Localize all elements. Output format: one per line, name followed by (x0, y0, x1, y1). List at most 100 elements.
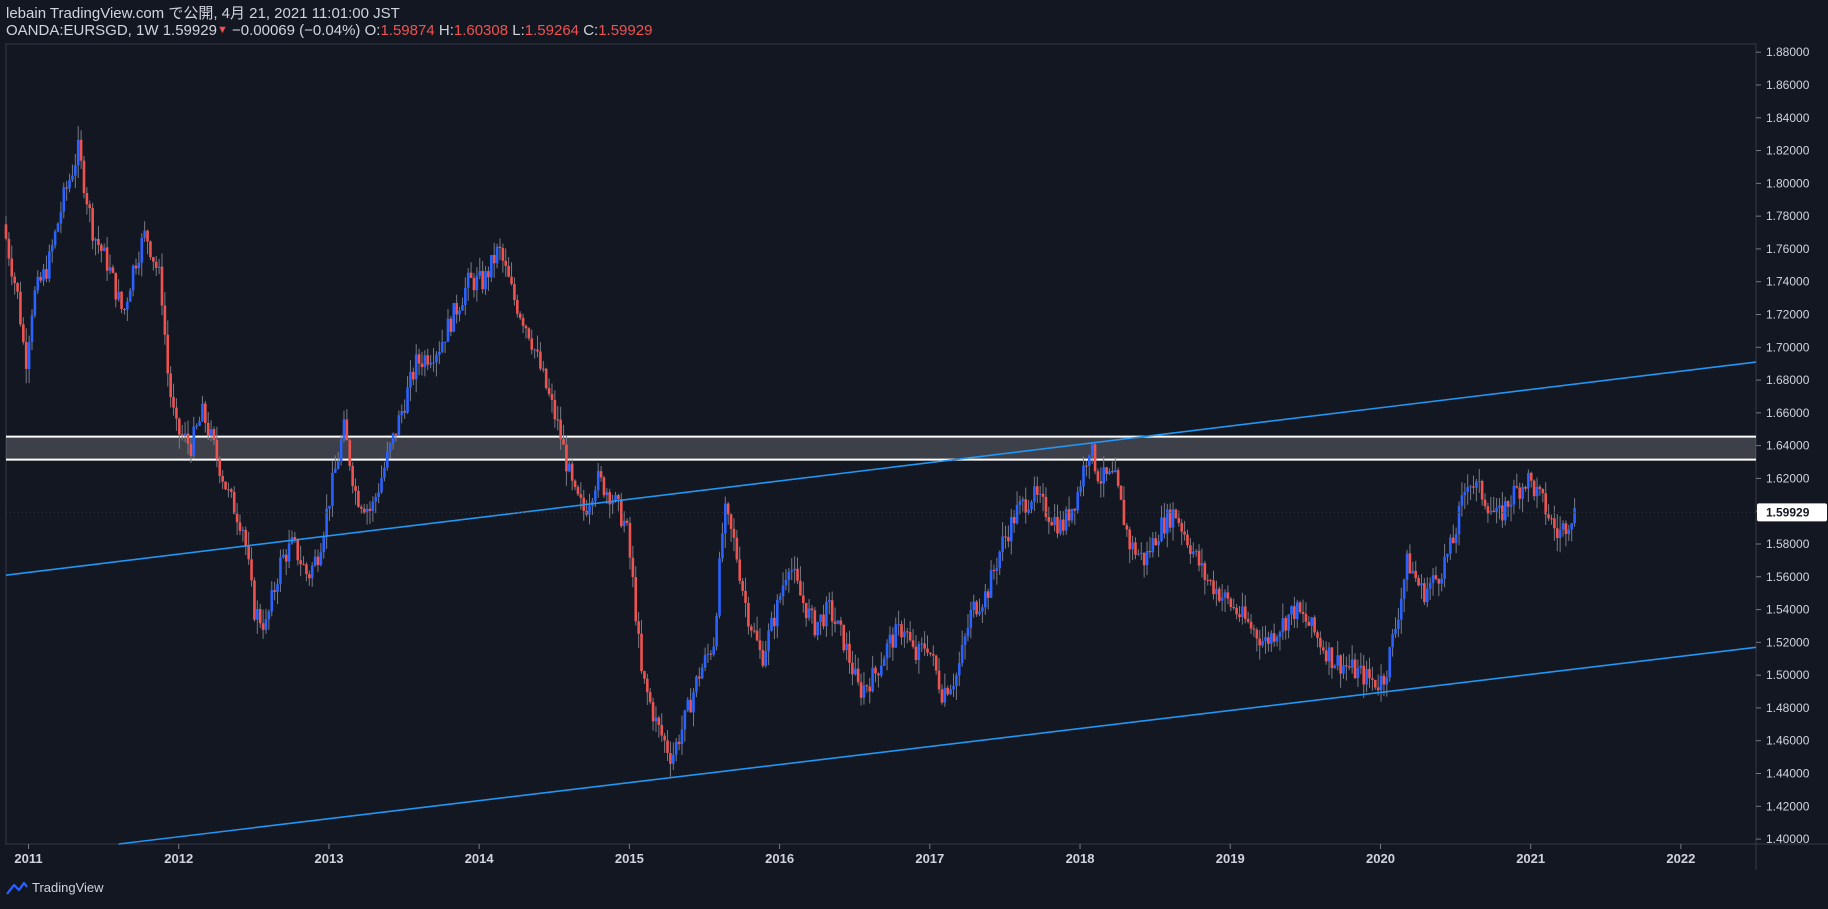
candle-down (929, 652, 932, 655)
candle-up (1512, 486, 1516, 505)
candle-up (1535, 486, 1539, 497)
candle-up (700, 667, 704, 679)
candle-down (1061, 519, 1065, 531)
candle-down (403, 411, 406, 413)
candle-down (625, 520, 629, 523)
candle-up (1310, 617, 1314, 626)
candle-up (429, 362, 432, 365)
candle-up (1411, 570, 1415, 574)
candle-up (391, 433, 395, 444)
candle-down (7, 238, 11, 259)
candle-up (695, 676, 698, 693)
high-value: 1.60308 (453, 22, 509, 39)
candle-up (778, 596, 782, 600)
candle-up (1281, 617, 1285, 633)
candle-up (319, 552, 323, 566)
candle-up (969, 610, 973, 628)
candle-up (1287, 614, 1290, 631)
candle-up (1160, 517, 1163, 541)
candle-down (851, 662, 854, 675)
candle-down (1555, 528, 1559, 539)
candle-up (764, 651, 768, 666)
candle-down (212, 429, 216, 440)
candle-up (568, 463, 571, 472)
candle-up (836, 620, 840, 624)
candle-up (1394, 628, 1397, 635)
candle-up (183, 433, 187, 435)
y-tick-label: 1.58000 (1766, 537, 1810, 551)
candle-down (469, 272, 473, 278)
candle-up (201, 403, 204, 422)
candle-up (588, 505, 591, 515)
candle-up (920, 643, 924, 645)
y-tick-label: 1.86000 (1766, 78, 1810, 92)
candle-down (637, 621, 640, 634)
candle-up (1495, 507, 1498, 513)
candle-up (1278, 632, 1282, 637)
candle-down (937, 670, 941, 690)
candle-up (478, 270, 482, 276)
candle-down (1206, 579, 1210, 581)
candle-up (1269, 633, 1273, 644)
candle-up (1070, 508, 1074, 521)
candle-down (602, 477, 606, 496)
candle-up (703, 654, 707, 668)
candle-up (1327, 647, 1331, 662)
last-price-marker: 1.59929 (6, 503, 1827, 522)
candle-down (510, 276, 513, 284)
candle-down (487, 271, 490, 278)
candle-up (1431, 575, 1435, 583)
candle-down (923, 643, 926, 649)
x-tick-label: 2013 (315, 851, 344, 866)
candle-up (432, 362, 435, 364)
candle-up (917, 644, 921, 661)
candle-up (414, 354, 418, 380)
candle-down (1249, 621, 1253, 629)
candle-up (1405, 553, 1409, 580)
candle-up (721, 533, 724, 559)
symbol-label[interactable]: OANDA:EURSGD, 1W (6, 22, 159, 39)
candle-up (1191, 551, 1195, 555)
candle-down (1212, 580, 1215, 595)
candle-up (897, 624, 900, 626)
candle-up (1009, 516, 1013, 542)
candle-down (839, 620, 843, 625)
candle-up (533, 349, 536, 351)
candle-down (19, 291, 22, 325)
candle-down (1116, 470, 1120, 486)
candle-up (339, 440, 343, 462)
upper-channel-line[interactable] (5, 361, 1757, 576)
candle-up (466, 272, 470, 288)
candle-up (1428, 582, 1432, 589)
time-axis[interactable]: 2011 2012 2013 2014 2015 2016 2017 2018 2019 2020… (14, 844, 1695, 866)
candle-down (833, 621, 837, 624)
candle-down (178, 418, 181, 435)
candle-down (1125, 525, 1129, 530)
y-tick-label: 1.68000 (1766, 373, 1810, 387)
candle-down (822, 614, 825, 627)
candle-up (452, 303, 456, 332)
candle-down (741, 580, 744, 591)
candle-down (1217, 588, 1221, 601)
candle-down (232, 491, 236, 514)
candle-down (501, 248, 505, 261)
candle-down (394, 433, 398, 435)
candle-up (784, 580, 788, 586)
candle-down (758, 640, 762, 651)
lower-channel-line[interactable] (118, 646, 1757, 845)
candle-down (1252, 628, 1256, 630)
candle-down (351, 465, 354, 487)
candle-down (1044, 496, 1048, 518)
candle-up (712, 646, 716, 655)
candle-down (152, 257, 155, 262)
candle-down (539, 351, 542, 369)
price-axis[interactable]: 1.40000 1.42000 1.44000 1.46000 1.48000 1.500… (1756, 45, 1810, 846)
candle-down (247, 545, 250, 560)
candle-up (48, 251, 51, 279)
candle-up (692, 692, 695, 713)
candles (4, 126, 1576, 778)
candle-down (1047, 517, 1051, 523)
candle-up (1264, 637, 1267, 641)
candle-down (576, 487, 580, 495)
